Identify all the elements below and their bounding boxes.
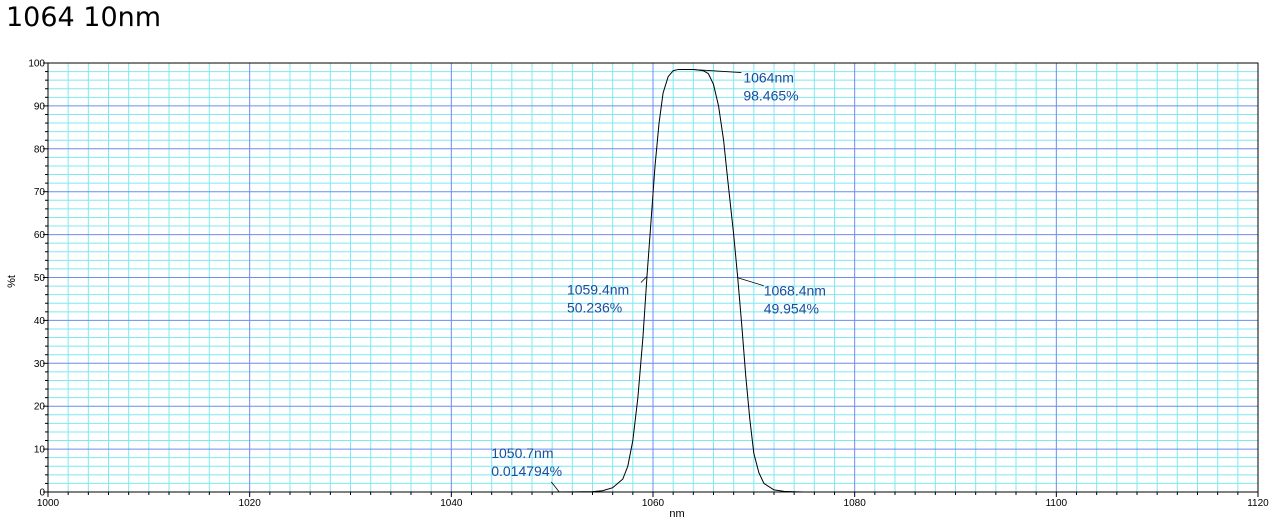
annotation-leader [640,276,648,283]
y-tick-label: 40 [34,316,46,327]
y-tick-label: 50 [34,273,46,284]
x-tick-label: 1060 [642,498,665,509]
annotation-transmission: 50.236% [567,299,622,315]
x-tick-label: 1040 [440,498,463,509]
y-tick-label: 70 [34,187,46,198]
annotation-wavelength: 1068.4nm [764,283,826,299]
annotation-transmission: 0.014794% [491,463,562,479]
x-tick-label: 1080 [844,498,867,509]
y-tick-label: 10 [34,445,46,456]
annotation-wavelength: 1059.4nm [567,281,629,297]
x-tick-label: 1020 [239,498,262,509]
y-tick-label: 60 [34,230,46,241]
y-tick-label: 90 [34,101,46,112]
y-tick-labels: 0 10 20 30 40 50 60 70 80 90 100 [28,59,45,499]
transmission-curve [552,68,805,493]
x-tick-label: 1120 [1247,498,1269,509]
y-tick-label: 20 [34,402,46,413]
annotation-leader [550,481,560,493]
annotation-leader [693,69,742,73]
annotation-transmission: 98.465% [743,88,798,104]
annotation-wavelength: 1050.7nm [491,445,553,461]
x-tick-label: 1000 [37,498,60,509]
annotation-transmission: 49.954% [764,301,819,317]
y-axis-label: %t [6,275,18,288]
x-tick-label: 1100 [1046,498,1068,509]
x-tick-labels: 1000 1020 1040 1060 1080 1100 1120 [37,498,1269,509]
annotation-leader [737,277,764,287]
annotation-wavelength: 1064nm [743,70,794,86]
axis-ticks [43,62,1259,497]
y-tick-label: 80 [34,144,46,155]
y-tick-label: 0 [39,488,45,499]
page-title: 1064 10nm [6,2,162,33]
x-axis-label: nm [669,508,684,520]
y-tick-label: 30 [34,359,46,370]
y-tick-label: 100 [28,59,45,70]
annotations: 1064nm 98.465% 1059.4nm 50.236% 1068.4nm 49.9… [491,69,826,493]
